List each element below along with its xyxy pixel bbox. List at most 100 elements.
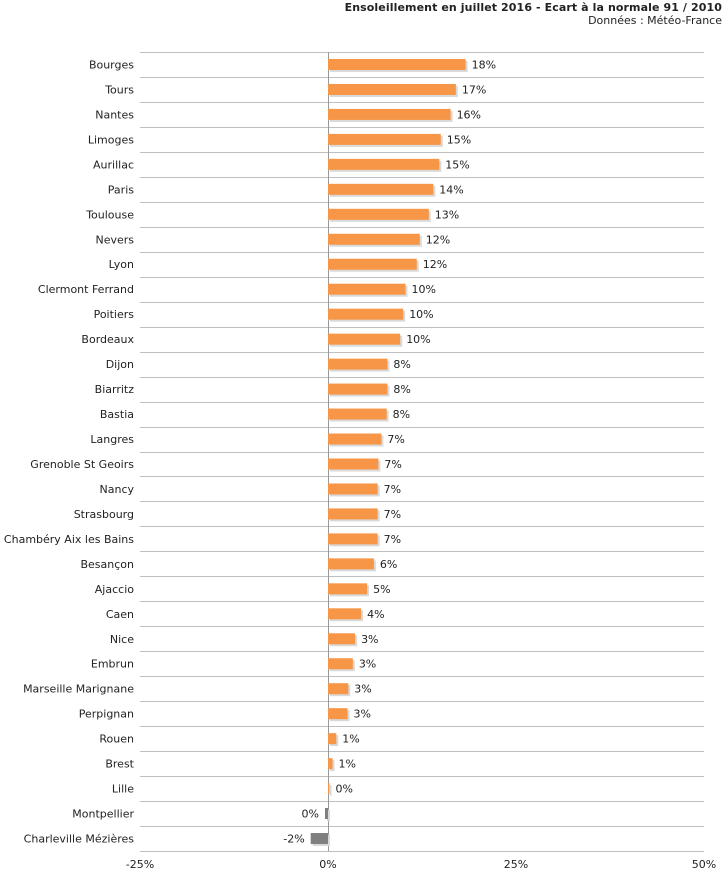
value-label: 8% [393,408,410,421]
bar [328,108,451,120]
value-label: 3% [359,658,376,671]
category-label: Tours [104,83,134,96]
category-label: Bordeaux [81,333,134,346]
bar [328,583,368,595]
category-label: Lyon [109,258,134,271]
bar [310,833,328,845]
value-label: 17% [462,83,486,96]
value-label: 16% [457,108,481,121]
x-tick-label: -25% [126,858,154,871]
bar [328,483,378,495]
value-label: 7% [387,433,404,446]
bar [328,533,378,545]
chart-subtitle: Données : Météo-France [588,14,722,27]
category-label: Charleville Mézières [24,833,135,846]
category-label: Bastia [100,408,134,421]
value-label: 13% [435,208,459,221]
category-label: Montpellier [72,808,134,821]
bar [328,633,356,645]
bar [328,558,374,570]
category-label: Brest [105,758,134,771]
category-label: Paris [108,183,134,196]
bar [328,458,379,470]
x-tick-label: 0% [319,858,336,871]
category-label: Caen [106,608,134,621]
category-label: Clermont Ferrand [38,283,134,296]
bar [328,508,378,520]
bar [328,333,401,345]
bar [324,808,328,820]
category-label: Perpignan [79,708,134,721]
category-label: Lille [112,783,134,796]
value-label: 10% [409,308,433,321]
category-label: Marseille Marignane [23,683,134,696]
bar [328,133,441,145]
bar [328,233,420,245]
bar [328,183,434,195]
bar [328,433,382,445]
value-label: 10% [406,333,430,346]
category-label: Strasbourg [74,508,134,521]
value-label: 4% [367,608,384,621]
value-label: 6% [380,558,397,571]
bar [328,608,362,620]
category-label: Rouen [99,733,134,746]
bar [328,783,330,795]
category-label: Dijon [106,358,134,371]
bar [328,408,387,420]
category-label: Langres [90,433,134,446]
bar [328,308,404,320]
value-label: 15% [447,133,471,146]
category-label: Embrun [91,658,134,671]
category-label: Nancy [100,483,135,496]
category-label: Nice [110,633,134,646]
value-label: 3% [354,708,371,721]
value-label: -2% [283,833,304,846]
bar [328,683,349,695]
value-label: 0% [336,783,353,796]
value-label: 12% [426,233,450,246]
value-label: 8% [393,358,410,371]
bar [328,258,417,270]
bar-shadow [326,810,330,822]
value-label: 12% [423,258,447,271]
value-label: 7% [384,458,401,471]
value-label: 15% [445,158,469,171]
value-label: 0% [302,808,319,821]
bar [328,708,348,720]
bar [328,83,456,95]
value-label: 1% [342,733,359,746]
value-label: 14% [439,183,463,196]
bar [328,658,353,670]
category-label: Nevers [95,233,134,246]
bar-shadow [330,785,332,797]
chart-title: Ensoleillement en juillet 2016 - Ecart à… [344,1,722,14]
category-label: Chambéry Aix les Bains [4,533,134,546]
value-label: 3% [361,633,378,646]
category-label: Biarritz [95,383,135,396]
value-label: 7% [384,483,401,496]
category-label: Ajaccio [95,583,134,596]
category-label: Nantes [95,108,134,121]
bar [328,283,406,295]
category-label: Bourges [89,58,134,71]
value-label: 10% [411,283,435,296]
bar [328,58,466,70]
bar [328,158,440,170]
category-label: Poitiers [94,308,135,321]
category-label: Limoges [88,133,134,146]
bar [328,758,333,770]
category-label: Aurillac [93,158,134,171]
category-label: Besançon [80,558,134,571]
category-label: Grenoble St Geoirs [30,458,134,471]
bar [328,208,429,220]
bar [328,383,388,395]
value-label: 3% [354,683,371,696]
bar [328,358,388,370]
value-label: 7% [384,508,401,521]
x-tick-label: 50% [692,858,716,871]
value-label: 8% [393,383,410,396]
value-label: 7% [384,533,401,546]
value-label: 18% [472,58,496,71]
